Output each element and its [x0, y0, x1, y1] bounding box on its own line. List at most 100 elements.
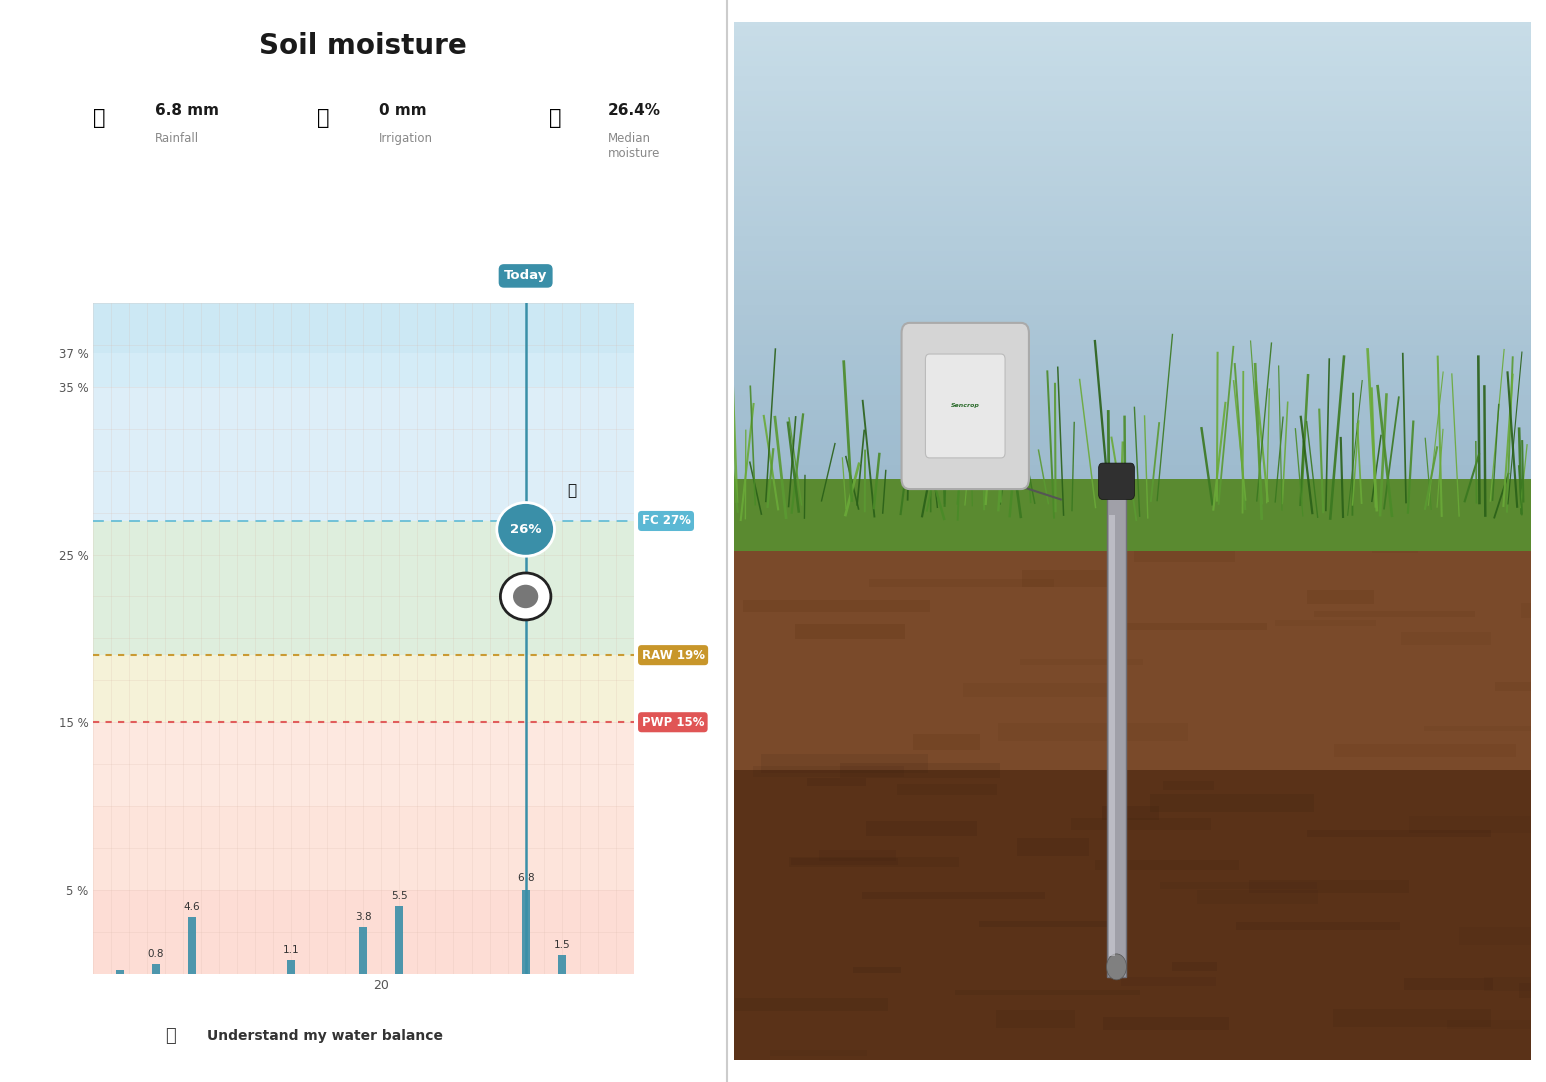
FancyBboxPatch shape	[1095, 859, 1240, 870]
FancyBboxPatch shape	[1099, 463, 1135, 500]
Text: PWP 15%: PWP 15%	[642, 715, 703, 729]
FancyBboxPatch shape	[912, 734, 980, 750]
FancyBboxPatch shape	[1022, 570, 1115, 586]
Text: Rainfall: Rainfall	[155, 132, 199, 145]
Bar	[93, 889, 634, 974]
FancyBboxPatch shape	[1235, 923, 1401, 929]
Text: 0 mm: 0 mm	[379, 103, 427, 118]
Circle shape	[513, 584, 538, 608]
FancyBboxPatch shape	[1163, 781, 1214, 790]
Ellipse shape	[1107, 954, 1127, 980]
Text: 6: 6	[516, 873, 524, 883]
FancyBboxPatch shape	[1212, 535, 1289, 547]
FancyBboxPatch shape	[1172, 962, 1218, 972]
Text: Irrigation: Irrigation	[379, 132, 433, 145]
Bar	[116, 971, 124, 974]
FancyBboxPatch shape	[1447, 1020, 1546, 1029]
FancyBboxPatch shape	[734, 478, 1531, 552]
FancyBboxPatch shape	[996, 1010, 1074, 1028]
FancyBboxPatch shape	[921, 523, 1112, 539]
FancyBboxPatch shape	[742, 601, 931, 611]
Bar	[189, 918, 196, 974]
FancyBboxPatch shape	[963, 683, 1116, 697]
Text: 3.8: 3.8	[356, 912, 371, 922]
FancyBboxPatch shape	[1121, 977, 1215, 987]
Bar	[93, 387, 634, 522]
FancyBboxPatch shape	[1161, 882, 1317, 889]
FancyBboxPatch shape	[1408, 816, 1546, 833]
FancyBboxPatch shape	[1518, 982, 1546, 998]
FancyBboxPatch shape	[1071, 818, 1212, 830]
FancyBboxPatch shape	[1484, 977, 1546, 991]
FancyBboxPatch shape	[1150, 794, 1314, 812]
Circle shape	[496, 502, 555, 556]
Text: 0.8: 0.8	[147, 949, 164, 959]
Text: 1.1: 1.1	[283, 946, 300, 955]
Text: Median
moisture: Median moisture	[608, 132, 660, 160]
FancyBboxPatch shape	[1509, 531, 1546, 544]
FancyBboxPatch shape	[1306, 590, 1373, 604]
FancyBboxPatch shape	[819, 849, 897, 861]
Text: 8: 8	[527, 873, 535, 883]
Text: Sencrop: Sencrop	[951, 404, 980, 409]
Bar	[93, 723, 634, 806]
FancyBboxPatch shape	[955, 990, 1139, 995]
FancyBboxPatch shape	[869, 579, 1053, 586]
Bar	[93, 353, 634, 387]
FancyBboxPatch shape	[1017, 839, 1090, 856]
FancyBboxPatch shape	[790, 857, 959, 868]
FancyBboxPatch shape	[1371, 536, 1418, 553]
FancyBboxPatch shape	[1306, 830, 1492, 837]
FancyBboxPatch shape	[901, 322, 1030, 489]
FancyBboxPatch shape	[897, 783, 997, 795]
FancyBboxPatch shape	[1521, 603, 1546, 618]
Circle shape	[501, 573, 550, 620]
FancyBboxPatch shape	[1019, 659, 1142, 665]
FancyBboxPatch shape	[853, 967, 901, 974]
FancyBboxPatch shape	[979, 921, 1115, 927]
Text: Understand my water balance: Understand my water balance	[207, 1029, 444, 1043]
Text: 6.8 mm: 6.8 mm	[155, 103, 218, 118]
FancyBboxPatch shape	[761, 754, 928, 773]
FancyBboxPatch shape	[770, 1050, 867, 1056]
FancyBboxPatch shape	[734, 769, 1531, 1060]
FancyBboxPatch shape	[795, 624, 904, 639]
FancyBboxPatch shape	[1333, 1010, 1492, 1027]
FancyBboxPatch shape	[807, 778, 866, 786]
Bar	[288, 960, 295, 974]
FancyBboxPatch shape	[1424, 726, 1546, 731]
FancyBboxPatch shape	[866, 820, 977, 836]
Bar	[93, 303, 634, 353]
Text: 5.5: 5.5	[391, 890, 408, 901]
Bar	[521, 889, 530, 974]
FancyBboxPatch shape	[792, 858, 898, 866]
FancyBboxPatch shape	[1249, 880, 1408, 893]
Text: ⓘ: ⓘ	[165, 1027, 176, 1045]
FancyBboxPatch shape	[1113, 623, 1268, 630]
Text: 🌧: 🌧	[93, 108, 105, 128]
Bar	[93, 656, 634, 723]
Text: 🌿: 🌿	[567, 484, 577, 498]
Text: Soil moisture: Soil moisture	[260, 32, 467, 61]
FancyBboxPatch shape	[999, 723, 1187, 741]
FancyBboxPatch shape	[1402, 632, 1492, 645]
FancyBboxPatch shape	[1107, 494, 1127, 977]
FancyBboxPatch shape	[841, 764, 1000, 778]
Bar	[558, 955, 566, 974]
Text: 🪣: 🪣	[549, 108, 561, 128]
FancyBboxPatch shape	[1334, 743, 1517, 757]
Text: 4.6: 4.6	[184, 902, 201, 912]
FancyBboxPatch shape	[1404, 978, 1493, 990]
FancyBboxPatch shape	[1458, 927, 1546, 945]
Text: Today: Today	[504, 269, 547, 282]
FancyBboxPatch shape	[1314, 611, 1475, 617]
FancyBboxPatch shape	[1275, 620, 1376, 626]
FancyBboxPatch shape	[926, 354, 1005, 458]
FancyBboxPatch shape	[734, 510, 1531, 769]
FancyBboxPatch shape	[861, 892, 1045, 899]
FancyBboxPatch shape	[753, 766, 903, 777]
Text: RAW 19%: RAW 19%	[642, 648, 705, 662]
Text: 🌱: 🌱	[317, 108, 329, 128]
Bar	[93, 806, 634, 889]
Bar	[152, 964, 159, 974]
